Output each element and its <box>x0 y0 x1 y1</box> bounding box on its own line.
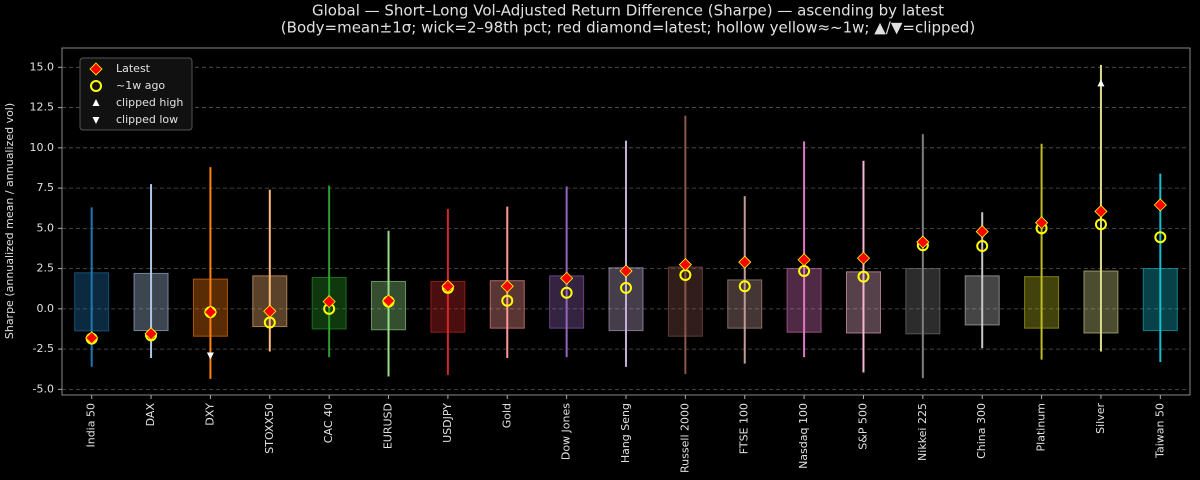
legend-icon <box>92 99 100 106</box>
y-tick-label: 10.0 <box>30 141 55 154</box>
latest-marker <box>203 305 217 319</box>
chart-subtitle: (Body=mean±1σ; wick=2–98th pct; red diam… <box>281 19 975 37</box>
legend-icon <box>89 62 103 76</box>
latest-marker <box>797 253 811 267</box>
chart-title: Global — Short–Long Vol-Adjusted Return … <box>312 2 944 20</box>
latest-marker <box>560 271 574 285</box>
x-tick-label: STOXX50 <box>263 403 276 454</box>
legend-label: clipped high <box>116 96 183 109</box>
y-axis-label: Sharpe (annualized mean / annualized vol… <box>3 103 16 339</box>
latest-marker <box>1035 216 1049 230</box>
clipped-high-marker <box>1097 79 1105 87</box>
y-tick-label: 0.0 <box>37 302 55 315</box>
legend-label: Latest <box>116 62 151 75</box>
x-tick-label: Nasdaq 100 <box>797 403 810 469</box>
x-tick-label: Nikkei 225 <box>916 403 929 461</box>
legend-icon <box>90 80 102 92</box>
x-tick-label: Taiwan 50 <box>1153 403 1166 459</box>
latest-marker <box>619 264 633 278</box>
x-tick-label: Dow Jones <box>560 403 573 460</box>
latest-marker <box>144 327 158 341</box>
latest-marker <box>738 255 752 269</box>
y-tick-label: 7.5 <box>37 181 55 194</box>
y-tick-label: -2.5 <box>33 342 54 355</box>
x-tick-label: India 50 <box>85 403 98 448</box>
legend-label: ~1w ago <box>116 79 165 92</box>
x-tick-label: DXY <box>203 403 216 426</box>
week-ago-marker <box>738 280 751 293</box>
latest-marker <box>856 251 871 265</box>
x-tick-label: DAX <box>144 403 157 427</box>
latest-marker <box>85 331 99 345</box>
latest-marker <box>441 279 455 293</box>
y-tick-label: 5.0 <box>37 221 55 234</box>
week-ago-marker <box>501 294 514 307</box>
latest-marker <box>381 294 396 308</box>
week-ago-marker <box>1154 231 1167 244</box>
x-tick-label: S&P 500 <box>856 403 869 450</box>
legend-box <box>79 57 193 131</box>
x-tick-label: Silver <box>1094 403 1107 434</box>
x-tick-label: Hang Seng <box>619 403 632 463</box>
clipped-low-marker <box>206 352 214 360</box>
x-tick-label: Russell 2000 <box>678 403 691 473</box>
legend-label: clipped low <box>116 113 178 126</box>
latest-marker <box>1094 204 1108 219</box>
x-tick-label: CAC 40 <box>322 403 335 443</box>
legend-icon <box>92 117 100 124</box>
y-tick-label: 12.5 <box>30 101 55 114</box>
x-tick-label: Gold <box>500 403 513 428</box>
x-tick-label: USDJPY <box>441 403 454 443</box>
y-tick-label: 2.5 <box>37 262 55 275</box>
x-tick-label: China 300 <box>975 403 988 459</box>
latest-marker <box>322 295 336 309</box>
latest-marker <box>975 224 989 239</box>
y-tick-label: -5.0 <box>33 382 54 395</box>
x-tick-label: FTSE 100 <box>738 403 751 454</box>
week-ago-marker <box>857 270 870 283</box>
week-ago-marker <box>560 286 573 299</box>
week-ago-marker <box>976 240 989 253</box>
latest-marker <box>1153 198 1167 212</box>
week-ago-marker <box>1094 218 1107 231</box>
latest-marker <box>263 304 277 318</box>
week-ago-marker <box>620 281 632 294</box>
latest-marker <box>500 279 514 293</box>
y-tick-label: 15.0 <box>30 60 55 73</box>
latest-marker <box>916 235 930 249</box>
x-tick-label: Platinum <box>1035 403 1048 451</box>
latest-marker <box>678 258 692 272</box>
x-tick-label: EURUSD <box>382 403 395 449</box>
